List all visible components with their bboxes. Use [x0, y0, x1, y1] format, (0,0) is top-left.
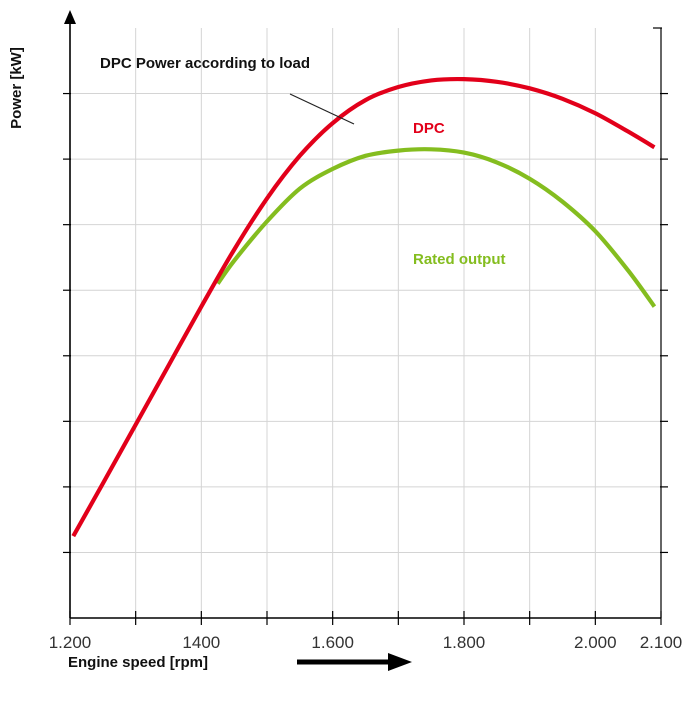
- series-line-dpc: [71, 76, 656, 538]
- annotation-leader-line: [289, 93, 355, 125]
- axes: [64, 10, 662, 619]
- x-tick-label: 1.600: [311, 633, 354, 652]
- x-tick-label: 2.100: [640, 633, 683, 652]
- series-label-rated-output: Rated output: [413, 251, 505, 268]
- y-axis-label: Power [kW]: [8, 47, 25, 129]
- x-tick-label: 2.000: [574, 633, 617, 652]
- tick-marks: [63, 92, 668, 625]
- x-tick-label: 1.800: [443, 633, 486, 652]
- series-label-dpc: DPC: [413, 120, 445, 137]
- x-axis-label: Engine speed [rpm]: [68, 654, 208, 671]
- series-lines: [71, 76, 657, 538]
- x-tick-labels: 1.200 1400 1.600 1.800 2.000 2.100: [49, 633, 683, 652]
- x-tick-label: 1400: [182, 633, 220, 652]
- series-line-rated-output: [216, 147, 657, 308]
- x-tick-label: 1.200: [49, 633, 92, 652]
- grid-lines: [70, 28, 661, 618]
- y-axis-arrow-icon: [64, 10, 76, 24]
- direction-arrow-icon: [297, 653, 412, 671]
- annotation-text: DPC Power according to load: [100, 55, 310, 72]
